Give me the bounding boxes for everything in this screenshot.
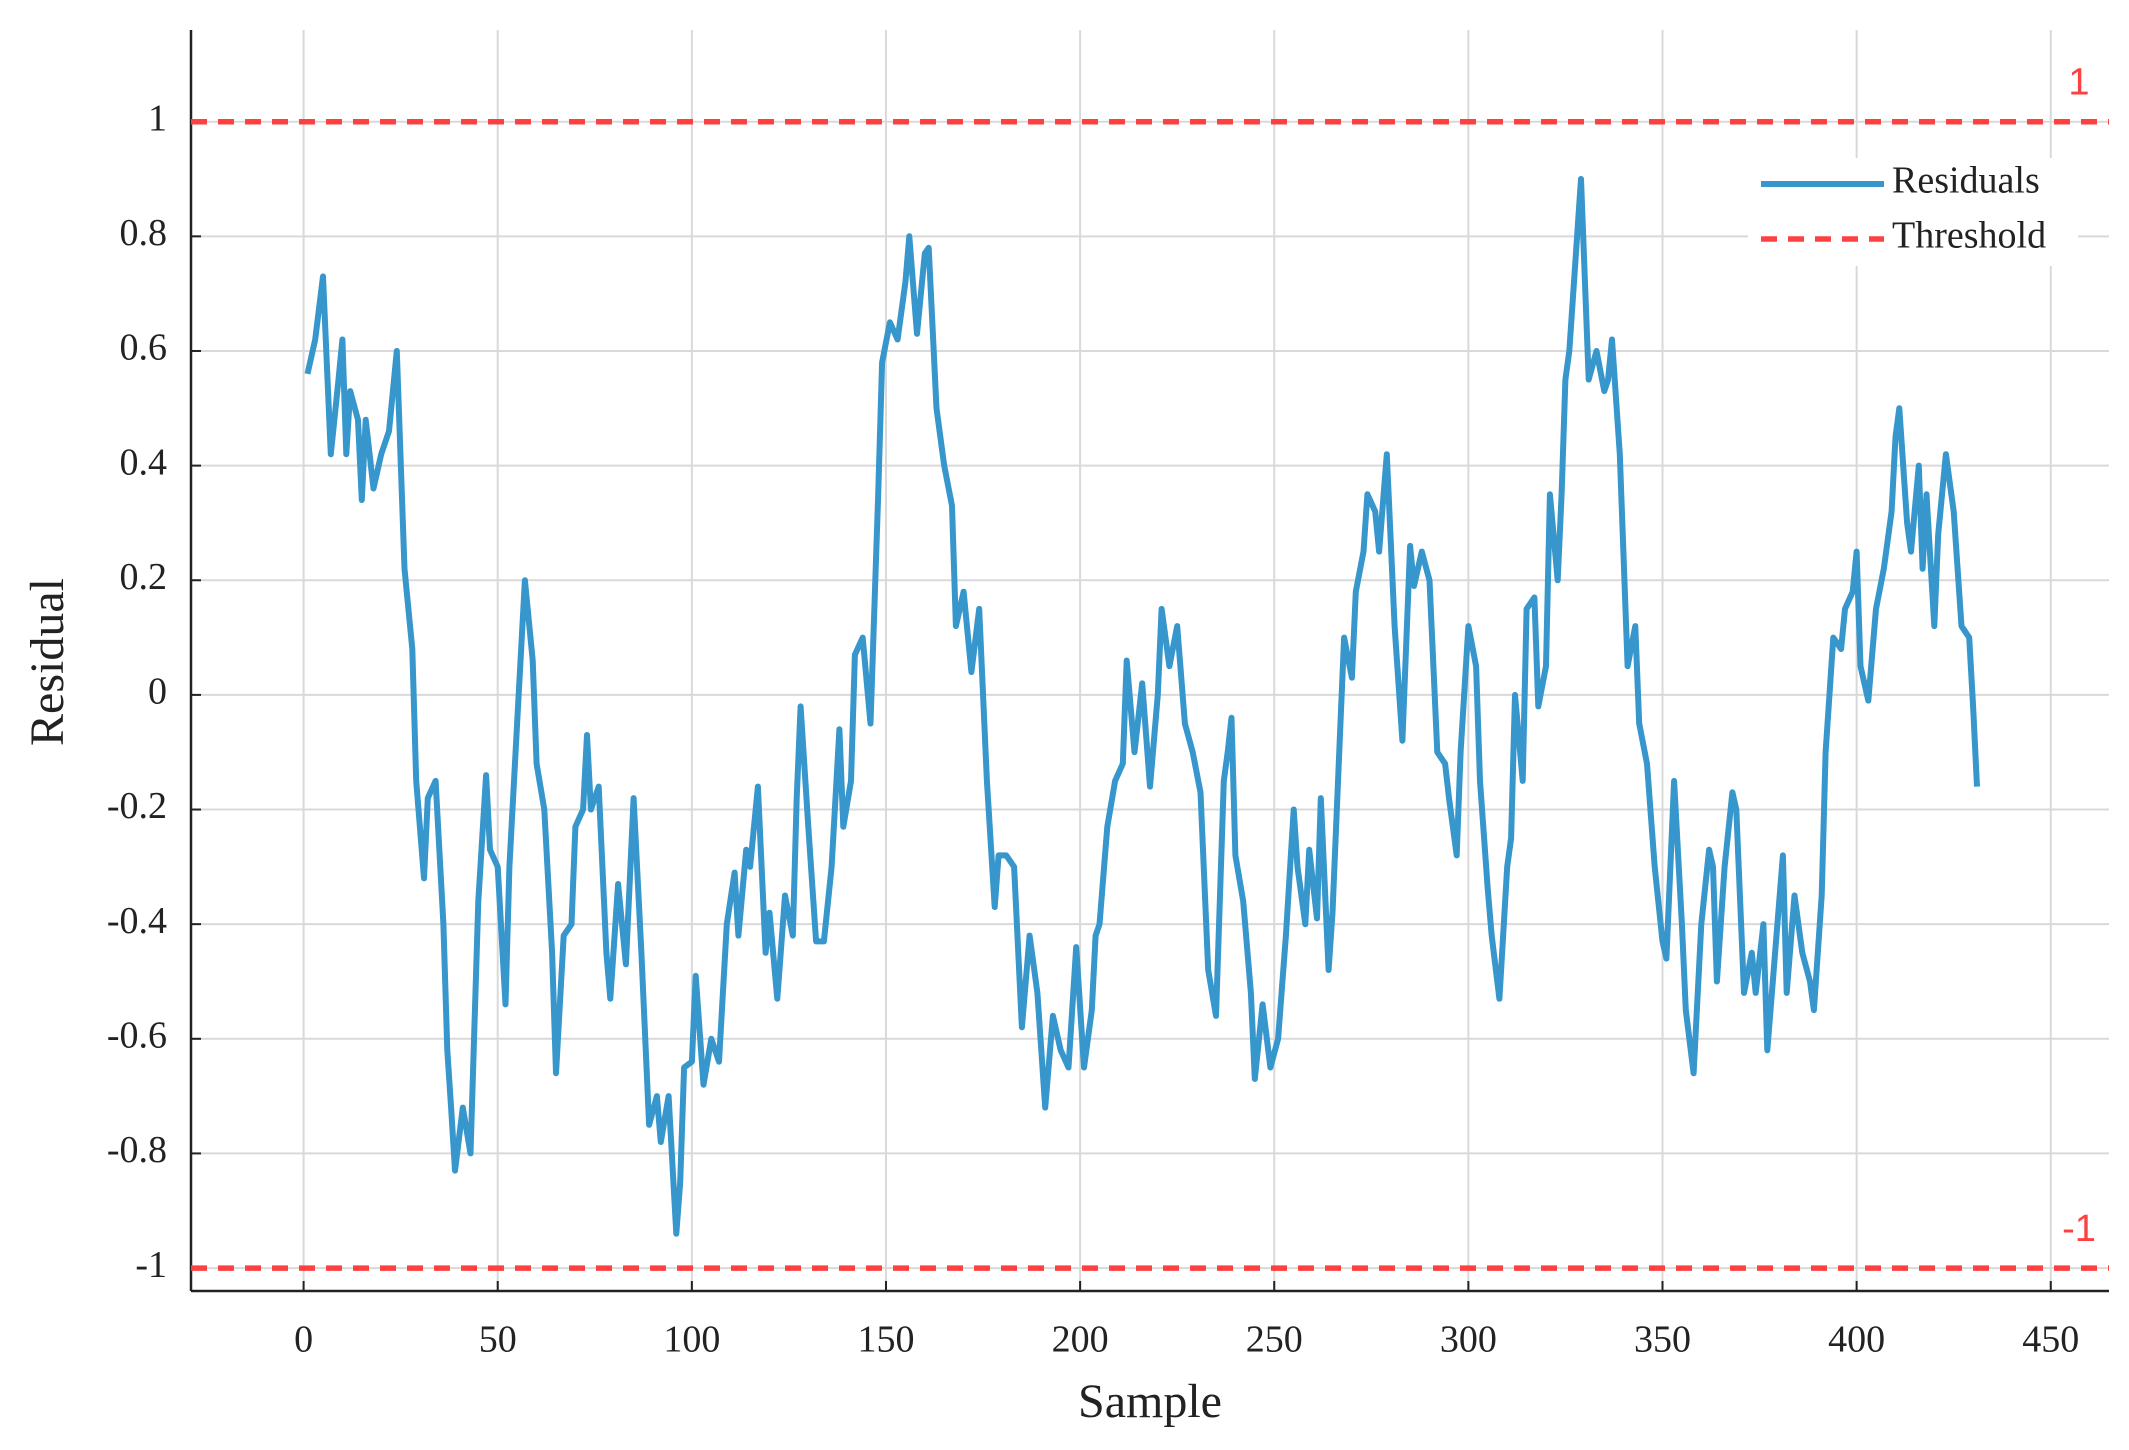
y-tick-label: -0.6 xyxy=(107,1015,167,1057)
threshold-label: -1 xyxy=(2062,1208,2096,1250)
y-tick-label: -0.4 xyxy=(107,900,167,942)
y-tick-label: 0.8 xyxy=(120,212,168,254)
threshold-label: 1 xyxy=(2068,62,2089,104)
legend-label: Threshold xyxy=(1892,215,2046,257)
x-tick-label: 0 xyxy=(294,1319,313,1361)
x-tick-label: 450 xyxy=(2022,1319,2079,1361)
x-tick-label: 400 xyxy=(1828,1319,1885,1361)
x-tick-label: 300 xyxy=(1440,1319,1497,1361)
x-tick-label: 350 xyxy=(1634,1319,1691,1361)
x-tick-label: 150 xyxy=(857,1319,914,1361)
legend-box xyxy=(1748,158,2078,266)
x-tick-label: 200 xyxy=(1052,1319,1109,1361)
y-tick-label: 0 xyxy=(148,671,167,713)
y-tick-label: 0.6 xyxy=(120,327,168,369)
legend-label: Residuals xyxy=(1892,160,2040,202)
y-tick-label: -0.2 xyxy=(107,785,167,827)
y-tick-label: 1 xyxy=(148,97,167,139)
y-tick-label: 0.4 xyxy=(120,441,168,483)
residual-line xyxy=(304,176,1980,1237)
y-axis-title: Residual xyxy=(21,578,74,746)
y-tick-label: -0.8 xyxy=(107,1129,167,1171)
y-tick-label: -1 xyxy=(135,1244,167,1286)
x-tick-label: 250 xyxy=(1246,1319,1303,1361)
x-axis-title: Sample xyxy=(1078,1375,1222,1428)
y-tick-label: 0.2 xyxy=(120,556,168,598)
x-tick-label: 50 xyxy=(479,1319,517,1361)
x-tick-label: 100 xyxy=(663,1319,720,1361)
